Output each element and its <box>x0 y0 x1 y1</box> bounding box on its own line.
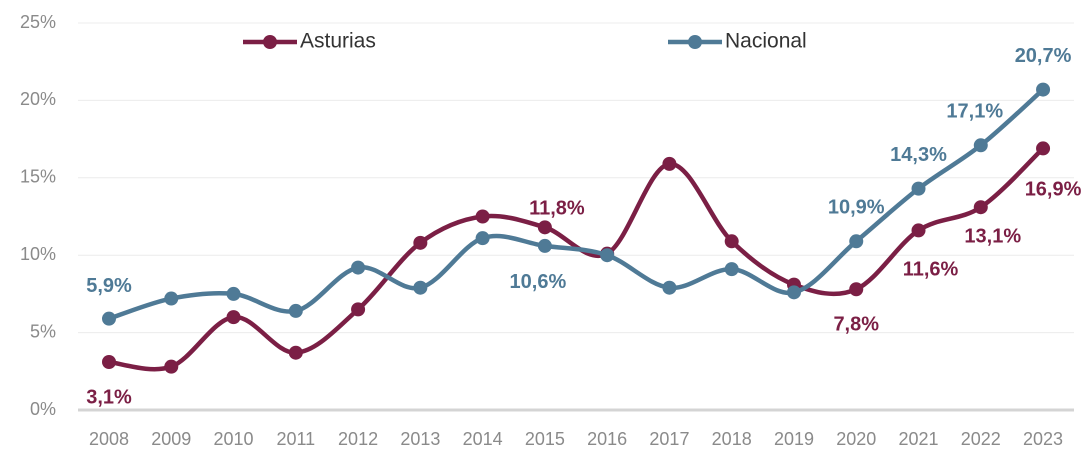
point <box>849 234 864 249</box>
data-label: 11,8% <box>529 198 585 220</box>
data-label: 3,1% <box>86 386 132 408</box>
point <box>724 234 739 249</box>
series-line <box>106 87 1046 321</box>
y-tick-label: 0% <box>30 399 56 419</box>
point <box>226 310 241 325</box>
x-tick-label: 2019 <box>774 429 814 449</box>
point <box>164 291 179 306</box>
point <box>288 303 303 318</box>
legend-label: Asturias <box>300 30 376 53</box>
point <box>1036 82 1051 97</box>
data-label: 20,7% <box>1015 45 1072 67</box>
x-tick-label: 2022 <box>961 429 1001 449</box>
y-tick-label: 15% <box>20 167 56 187</box>
data-label: 5,9% <box>86 275 132 297</box>
y-tick-label: 10% <box>20 244 56 264</box>
x-tick-label: 2020 <box>836 429 876 449</box>
point <box>662 156 677 171</box>
point <box>600 248 615 263</box>
data-label: 16,9% <box>1025 179 1082 201</box>
x-tick-label: 2013 <box>400 429 440 449</box>
x-tick-label: 2015 <box>525 429 565 449</box>
series-line <box>106 146 1046 372</box>
point <box>413 235 428 250</box>
point <box>164 359 179 374</box>
data-label: 13,1% <box>964 225 1021 247</box>
point <box>351 260 366 275</box>
data-label: 10,6% <box>510 271 567 293</box>
point <box>537 238 552 253</box>
x-tick-label: 2014 <box>463 429 503 449</box>
x-tick-label: 2021 <box>898 429 938 449</box>
point <box>102 355 116 370</box>
legend-label: Nacional <box>725 30 807 53</box>
point <box>226 286 241 301</box>
legend-marker <box>263 35 277 49</box>
x-tick-label: 2009 <box>151 429 191 449</box>
point <box>973 200 988 215</box>
point <box>1036 141 1051 156</box>
point <box>475 231 490 246</box>
point <box>911 181 926 196</box>
point <box>662 280 677 295</box>
point <box>413 280 428 295</box>
x-tick-label: 2011 <box>276 429 315 449</box>
data-label: 17,1% <box>946 101 1003 123</box>
point <box>102 311 116 326</box>
x-tick-label: 2016 <box>587 429 627 449</box>
y-tick-label: 25% <box>20 12 56 32</box>
point <box>288 345 303 360</box>
point <box>849 282 864 297</box>
x-tick-label: 2017 <box>649 429 689 449</box>
data-label: 7,8% <box>833 314 879 336</box>
x-tick-label: 2018 <box>712 429 752 449</box>
point <box>911 223 926 238</box>
point <box>475 209 490 224</box>
legend-marker <box>688 35 702 49</box>
x-tick-label: 2010 <box>214 429 254 449</box>
data-label: 10,9% <box>828 197 885 219</box>
point <box>724 262 739 277</box>
point <box>786 285 801 300</box>
y-tick-label: 20% <box>20 89 56 109</box>
data-label: 11,6% <box>903 259 959 281</box>
data-label: 14,3% <box>890 144 947 166</box>
point <box>537 220 552 235</box>
x-tick-label: 2023 <box>1023 429 1063 449</box>
x-tick-label: 2012 <box>338 429 378 449</box>
point <box>973 138 988 153</box>
point <box>351 302 366 317</box>
y-tick-label: 5% <box>30 321 56 341</box>
x-tick-label: 2008 <box>89 429 129 449</box>
